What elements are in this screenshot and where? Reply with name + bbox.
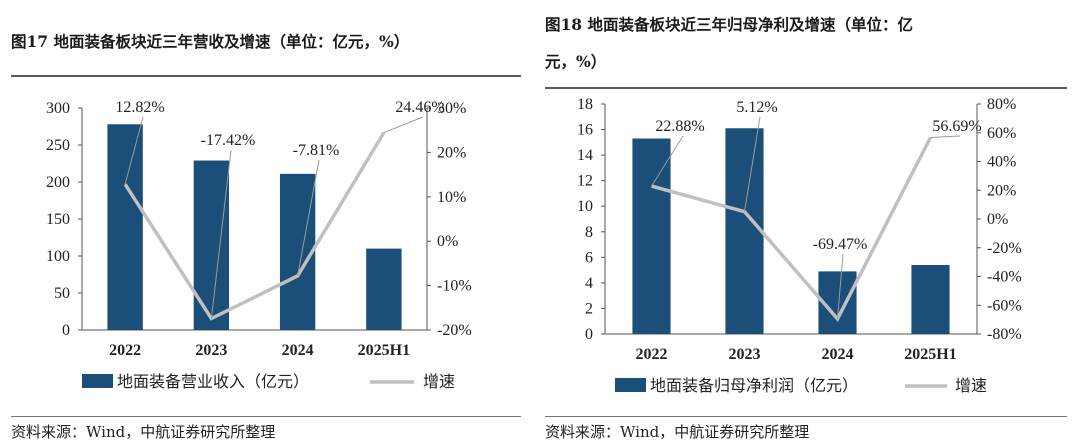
y-tick-label-right: 40% [987, 154, 1016, 171]
source-note: 资料来源：Wind，中航证券研究所整理 [545, 423, 810, 441]
growth-data-label: 22.88% [655, 118, 704, 135]
x-category-label: 2023 [195, 342, 227, 359]
net-profit-chart: 0 2 4 6 8 10 12 14 16 18 -80% -60% -40% -20% 0% 20% 40% 6… [577, 96, 1022, 395]
y-tick-label-left: 200 [46, 174, 70, 191]
y-tick-label-right: 20% [437, 144, 466, 161]
y-tick-label-right: 0% [437, 233, 458, 250]
x-category-label: 2025H1 [904, 346, 956, 363]
chart-title-line2: 元，%） [545, 52, 607, 71]
legend-bar-label: 地面装备归母净利润（亿元） [650, 376, 858, 395]
x-category-label: 2024 [282, 342, 314, 359]
y-tick-label-left: 10 [577, 198, 593, 215]
y-tick-label-right: -20% [987, 240, 1022, 257]
growth-data-label: 24.46% [395, 99, 444, 116]
y-tick-label-left: 150 [46, 211, 70, 228]
bar [107, 124, 143, 330]
y-tick-label-right: -40% [987, 269, 1022, 286]
growth-data-label: -17.42% [201, 132, 256, 149]
y-tick-label-left: 6 [585, 249, 593, 266]
y-tick-label-right: 60% [987, 125, 1016, 142]
growth-data-label: -7.81% [293, 142, 340, 159]
y-tick-label-right: 30% [437, 100, 466, 117]
bar [366, 248, 402, 330]
growth-data-label: 56.69% [932, 118, 981, 135]
y-tick-label-right: 20% [987, 182, 1016, 199]
label-leader-line [383, 116, 424, 134]
y-tick-label-left: 12 [577, 173, 593, 190]
label-leader-line [930, 135, 961, 139]
label-leader-line [124, 116, 144, 185]
y-tick-label-right: -20% [437, 322, 472, 339]
title-underline [11, 75, 521, 77]
x-category-label: 2022 [636, 346, 668, 363]
y-tick-label-left: 0 [62, 322, 70, 339]
chart-panel-revenue: 图17 地面装备板块近三年营收及增速（单位：亿元，%） 0 50 100 150 200… [0, 0, 530, 444]
legend-bar-swatch [615, 378, 646, 392]
y-tick-label-right: -80% [987, 326, 1022, 343]
y-tick-label-left: 250 [46, 137, 70, 154]
source-divider [11, 416, 521, 417]
y-tick-label-left: 300 [46, 100, 70, 117]
growth-line [123, 131, 386, 321]
x-category-label: 2024 [822, 346, 854, 363]
y-tick-label-left: 16 [577, 122, 593, 139]
y-tick-label-left: 14 [577, 147, 593, 164]
bar [725, 128, 764, 334]
label-leader-line [297, 159, 320, 276]
source-note: 资料来源：Wind，中航证券研究所整理 [11, 423, 276, 441]
growth-line [651, 136, 933, 322]
bar [911, 265, 950, 334]
y-tick-label-right: 80% [987, 96, 1016, 113]
y-tick-label-left: 8 [585, 224, 593, 241]
label-leader-line [210, 149, 232, 319]
chart-title: 图18 地面装备板块近三年归母净利及增速（单位：亿 [545, 15, 913, 34]
x-category-label: 2025H1 [358, 342, 410, 359]
chart-title: 图17 地面装备板块近三年营收及增速（单位：亿元，%） [11, 32, 410, 51]
bar [279, 173, 316, 330]
y-tick-label-right: -10% [437, 278, 472, 295]
growth-data-label: 5.12% [736, 99, 777, 116]
legend-bar-label: 地面装备营业收入（亿元） [117, 372, 309, 391]
y-tick-label-left: 0 [585, 326, 593, 343]
label-leader-line [837, 253, 844, 319]
legend-line-label: 增速 [955, 376, 987, 395]
y-tick-label-right: 10% [437, 189, 466, 206]
bar [193, 160, 230, 330]
source-divider [545, 416, 1067, 417]
x-category-label: 2022 [109, 342, 141, 359]
chart-panel-net-profit: 图18 地面装备板块近三年归母净利及增速（单位：亿 元，%） 0 2 4 6 8 10 12… [545, 0, 1080, 444]
bar [632, 138, 671, 334]
y-tick-label-right: -60% [987, 297, 1022, 314]
revenue-chart: 0 50 100 150 200 250 300 -20% -10% 0% 10% 20% 30% 202… [46, 99, 472, 391]
y-tick-label-left: 50 [54, 285, 70, 302]
y-tick-label-left: 4 [585, 275, 593, 292]
y-tick-label-left: 18 [577, 96, 593, 113]
y-tick-label-left: 100 [46, 248, 70, 265]
legend-bar-swatch [82, 374, 113, 388]
title-underline [545, 87, 1067, 89]
label-leader-line [651, 135, 684, 187]
y-tick-label-right: 0% [987, 211, 1008, 228]
x-category-label: 2023 [729, 346, 761, 363]
legend-line-label: 增速 [423, 372, 455, 391]
growth-data-label: -69.47% [813, 236, 868, 253]
growth-data-label: 12.82% [115, 99, 164, 116]
label-leader-line [744, 116, 761, 212]
y-tick-label-left: 2 [585, 300, 593, 317]
